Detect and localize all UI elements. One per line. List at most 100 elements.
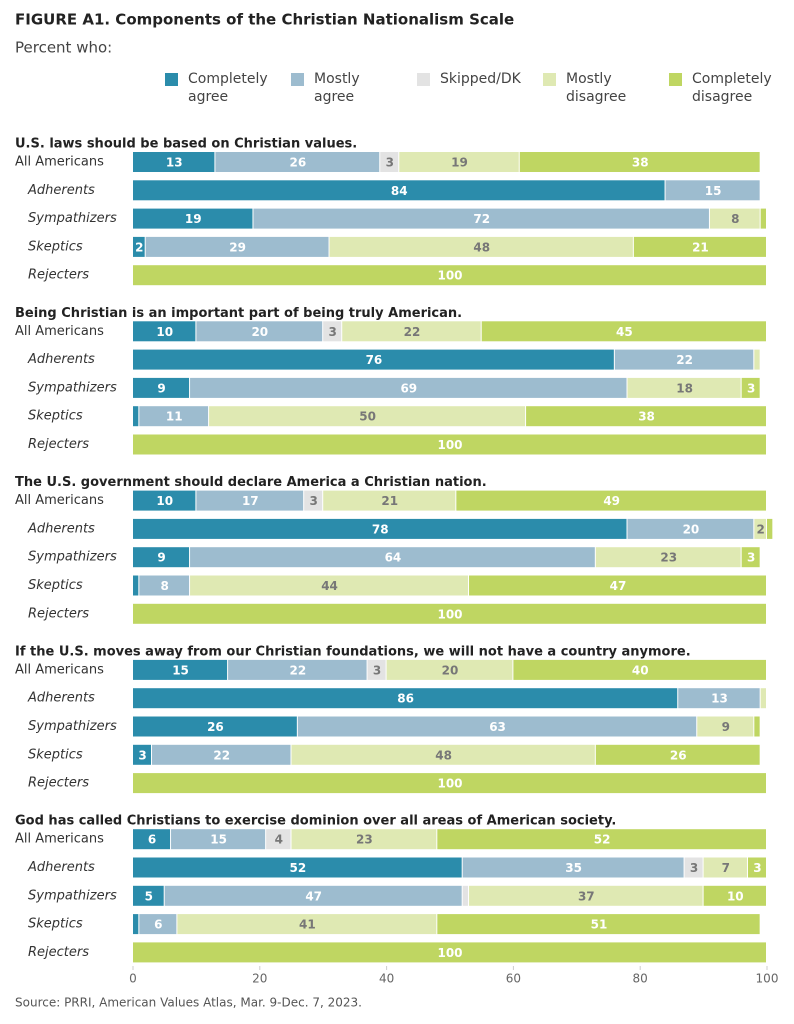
data-label: 40 — [632, 663, 649, 677]
row-label: All Americans — [15, 832, 104, 847]
panel-title: The U.S. government should declare Ameri… — [15, 475, 487, 490]
bar-segment — [386, 659, 513, 680]
data-label: 22 — [676, 353, 693, 367]
bar-segment — [133, 716, 297, 737]
data-label: 21 — [381, 494, 398, 508]
bar-segment — [614, 349, 754, 370]
row-label: Rejecters — [28, 437, 89, 452]
row-label: Adherents — [27, 860, 95, 875]
panel-title: If the U.S. moves away from our Christia… — [15, 644, 691, 659]
legend-item: Mostly disagree — [543, 70, 669, 106]
bar-segment — [133, 857, 462, 878]
data-label: 10 — [156, 325, 173, 339]
row-label: All Americans — [15, 155, 104, 170]
row-label: Rejecters — [28, 776, 89, 791]
bar-segment — [190, 547, 595, 568]
data-label: 52 — [594, 833, 611, 847]
legend-swatch — [165, 73, 178, 86]
bar-segment — [209, 406, 526, 427]
data-label: 50 — [359, 410, 376, 424]
bar-segment — [291, 829, 437, 850]
data-label: 5 — [145, 889, 153, 903]
data-label: 13 — [166, 156, 183, 170]
row-label: Sympathizers — [28, 211, 117, 226]
legend-label: Mostly disagree — [566, 71, 627, 105]
data-label: 3 — [138, 748, 146, 762]
data-label: 29 — [229, 240, 246, 254]
row-label: All Americans — [15, 324, 104, 339]
data-label: 3 — [690, 861, 698, 875]
bar-segment — [133, 575, 139, 596]
legend-label: Skipped/DK — [440, 71, 521, 87]
bar-segment — [133, 152, 215, 172]
bar-segment — [513, 659, 766, 680]
bar-segment — [767, 518, 773, 539]
data-label: 3 — [386, 156, 394, 170]
data-label: 15 — [172, 663, 189, 677]
bar-segment — [703, 885, 766, 906]
data-label: 72 — [473, 212, 490, 226]
data-label: 23 — [660, 551, 677, 565]
bar-segment — [526, 406, 766, 427]
bar-segment — [133, 942, 766, 963]
row-label: Adherents — [27, 352, 95, 367]
legend-item: Completely agree — [165, 70, 291, 106]
data-label: 78 — [372, 522, 389, 536]
bar-segment — [304, 490, 323, 511]
data-label: 86 — [397, 692, 414, 706]
data-label: 37 — [578, 889, 595, 903]
bar-segment — [164, 885, 462, 906]
bar-segment — [481, 321, 766, 342]
bar-segment — [462, 857, 684, 878]
data-label: 22 — [404, 325, 421, 339]
data-label: 2 — [135, 240, 143, 254]
bar-segment — [469, 885, 703, 906]
bar-segment — [133, 265, 766, 286]
bar-segment — [380, 152, 399, 172]
bar-segment — [133, 180, 665, 201]
x-tick-label: 60 — [506, 972, 521, 986]
bar-segment — [177, 914, 437, 935]
bar-segment — [342, 321, 481, 342]
row-label: Rejecters — [28, 945, 89, 960]
row-label: Skeptics — [28, 239, 83, 254]
bar-segment — [741, 377, 760, 398]
x-tick-label: 0 — [129, 972, 137, 986]
legend-item: Mostly agree — [291, 70, 417, 106]
bar-segment — [678, 688, 760, 709]
bar-segment — [215, 152, 380, 172]
bar-segment — [133, 829, 171, 850]
bar-segment — [133, 377, 190, 398]
row-label: Sympathizers — [28, 719, 117, 734]
bar-segment — [633, 236, 766, 257]
row-label: Adherents — [27, 691, 95, 706]
legend-item: Completely disagree — [669, 70, 794, 106]
data-label: 47 — [305, 889, 322, 903]
data-label: 26 — [207, 720, 224, 734]
data-label: 19 — [185, 212, 202, 226]
legend-swatch — [417, 73, 430, 86]
data-label: 8 — [161, 579, 169, 593]
legend: Completely agree Mostly agree Skipped/DK Mo… — [165, 70, 794, 106]
bar-segment — [190, 575, 469, 596]
bar-segment — [437, 829, 766, 850]
bar-segment — [133, 744, 152, 765]
bar-segment — [754, 349, 760, 370]
data-label: 26 — [670, 748, 687, 762]
data-label: 21 — [692, 240, 709, 254]
data-label: 38 — [632, 156, 649, 170]
row-label: Rejecters — [28, 606, 89, 621]
data-label: 13 — [711, 692, 728, 706]
bar-segment — [747, 857, 766, 878]
bar-segment — [323, 490, 456, 511]
bar-segment — [665, 180, 760, 201]
data-label: 64 — [385, 551, 402, 565]
bar-segment — [133, 208, 253, 229]
bar-segment — [133, 406, 139, 427]
data-label: 10 — [727, 889, 744, 903]
bar-segment — [133, 773, 766, 794]
bar-segment — [697, 716, 754, 737]
bar-segment — [754, 716, 760, 737]
data-label: 38 — [638, 410, 655, 424]
